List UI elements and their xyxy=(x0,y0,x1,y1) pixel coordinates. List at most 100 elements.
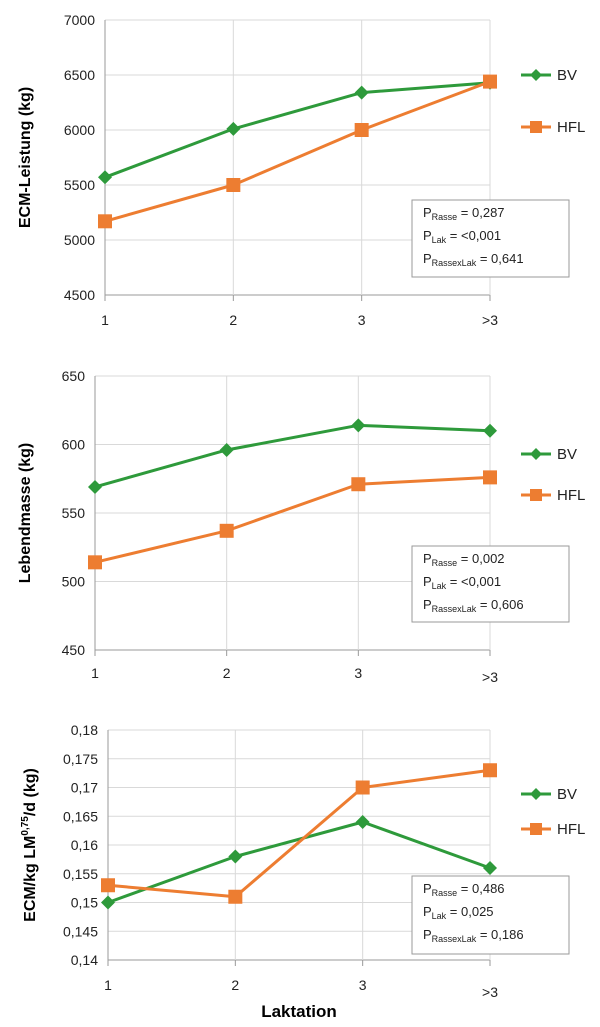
y-tick-label: 450 xyxy=(62,642,86,658)
data-point-bv xyxy=(351,418,366,433)
data-point-hfl xyxy=(101,878,115,893)
y-tick-label: 0,145 xyxy=(63,923,98,939)
chart-ecm-per-kg-lm: 0,14 0,145 0,15 0,155 0,16 0,165 0,17 0,175 0,18… xyxy=(20,722,585,1000)
stats-value: = 0,186 xyxy=(476,927,523,942)
data-point-bv xyxy=(88,479,102,494)
legend-label-bv: BV xyxy=(557,446,577,463)
series-line-bv xyxy=(104,81,491,179)
x-tick-label: >3 xyxy=(482,312,498,328)
data-point-hfl xyxy=(483,763,497,778)
stats-line: PLak = <0,001 xyxy=(423,228,501,245)
stats-p-symbol: P xyxy=(423,881,432,896)
stats-line: PRasse = 0,287 xyxy=(423,205,505,222)
y-tick-label: 0,17 xyxy=(71,780,98,796)
legend-label-bv: BV xyxy=(557,67,577,84)
chart-lebendmasse: 450 500 550 600 650 1 2 3 >3 Lebendmasse (kg) BV HF… xyxy=(17,368,585,685)
stats-box xyxy=(411,545,570,623)
legend-marker-bv xyxy=(530,448,542,460)
y-tick-label: 0,165 xyxy=(63,808,98,824)
data-point-hfl xyxy=(354,123,369,137)
y-tick-label: 650 xyxy=(62,368,86,384)
stats-subscript: Rasse xyxy=(432,212,458,222)
stats-value: = 0,606 xyxy=(476,597,523,612)
legend-label-hfl: HFL xyxy=(557,821,585,838)
y-tick-label: 6000 xyxy=(64,122,95,138)
y-tick-label: 0,175 xyxy=(63,751,98,767)
stats-subscript: Rasse xyxy=(432,558,458,568)
data-point-hfl xyxy=(88,555,102,570)
y-axis-label-text: ECM/kg LM xyxy=(22,836,39,922)
stats-line: PLak = <0,001 xyxy=(423,574,501,591)
y-axis-label-unit: /d (kg) xyxy=(22,768,39,816)
y-axis-label-superscript: 0,75 xyxy=(20,816,31,836)
stats-subscript: Lak xyxy=(432,235,447,245)
stats-line: PRasse = 0,002 xyxy=(423,551,505,568)
data-point-hfl xyxy=(483,74,497,89)
y-tick-label: 5500 xyxy=(64,177,95,193)
y-tick-label: 600 xyxy=(62,437,86,453)
x-tick-label: 1 xyxy=(91,665,99,681)
y-tick-label: 550 xyxy=(62,505,86,521)
x-tick-label: 2 xyxy=(231,977,239,993)
stats-value: = 0,025 xyxy=(446,904,493,919)
data-point-bv xyxy=(483,861,497,875)
y-axis-label-text: ECM-Leistung (kg) xyxy=(17,87,34,228)
data-point-bv xyxy=(98,170,112,185)
stats-subscript: Lak xyxy=(432,581,447,591)
data-point-bv xyxy=(228,849,243,864)
series-line-bv xyxy=(94,423,491,489)
stats-value: = 0,287 xyxy=(457,205,504,220)
y-tick-label: 0,155 xyxy=(63,866,98,882)
data-point-bv xyxy=(483,423,497,438)
y-tick-label: 6500 xyxy=(64,67,95,83)
y-axis-label: ECM-Leistung (kg) xyxy=(17,87,34,228)
x-tick-label: 1 xyxy=(101,312,109,328)
x-tick-label: 1 xyxy=(104,977,112,993)
stats-p-symbol: P xyxy=(423,597,432,612)
x-tick-label: 2 xyxy=(229,312,237,328)
data-point-bv xyxy=(226,121,241,136)
y-tick-label: 7000 xyxy=(64,12,95,28)
legend-label-hfl: HFL xyxy=(557,119,585,136)
stats-subscript: Lak xyxy=(432,911,447,921)
y-axis-label: Lebendmasse (kg) xyxy=(17,443,34,583)
stats-line: PRasse = 0,486 xyxy=(423,881,505,898)
chart-ecm-leistung: 4500 5000 5500 6000 6500 7000 1 2 3 >3 ECM-Leistun… xyxy=(17,12,585,328)
legend-label-bv: BV xyxy=(557,786,577,803)
x-tick-label: 3 xyxy=(358,312,366,328)
data-point-hfl xyxy=(351,477,366,492)
stats-line: PRassexLak = 0,641 xyxy=(423,251,524,268)
stats-line: PLak = 0,025 xyxy=(423,904,494,921)
y-tick-label: 0,14 xyxy=(71,952,98,968)
legend-marker-bv xyxy=(530,69,542,81)
data-point-hfl xyxy=(228,889,243,904)
series-line-bv xyxy=(107,820,491,904)
data-point-bv xyxy=(101,895,115,910)
data-point-bv xyxy=(354,85,369,100)
stats-p-symbol: P xyxy=(423,574,432,589)
y-tick-label: 5000 xyxy=(64,232,95,248)
stats-value: = <0,001 xyxy=(446,574,501,589)
data-point-bv xyxy=(219,442,234,457)
x-axis-label: Laktation xyxy=(261,1002,337,1021)
y-tick-label: 0,16 xyxy=(71,837,98,853)
stats-p-symbol: P xyxy=(423,228,432,243)
y-axis-label-text: Lebendmasse (kg) xyxy=(17,443,34,583)
y-tick-label: 0,18 xyxy=(71,722,98,738)
series-line-hfl xyxy=(107,768,491,899)
data-point-hfl xyxy=(355,780,370,795)
data-point-hfl xyxy=(219,523,234,538)
stats-subscript: RassexLak xyxy=(432,934,477,944)
stats-value: = 0,641 xyxy=(476,251,523,266)
legend-label-hfl: HFL xyxy=(557,487,585,504)
stats-p-symbol: P xyxy=(423,904,432,919)
stats-p-symbol: P xyxy=(423,927,432,942)
y-tick-label: 500 xyxy=(62,574,86,590)
data-point-hfl xyxy=(483,470,497,485)
stats-value: = <0,001 xyxy=(446,228,501,243)
stats-box xyxy=(411,875,570,955)
stats-line: PRassexLak = 0,186 xyxy=(423,927,524,944)
series-line-hfl xyxy=(94,475,491,564)
stats-value: = 0,002 xyxy=(457,551,504,566)
